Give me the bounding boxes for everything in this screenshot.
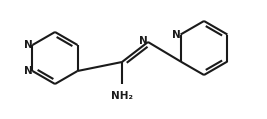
Text: N: N <box>139 36 147 46</box>
Text: N: N <box>24 40 33 50</box>
Text: NH₂: NH₂ <box>111 91 133 101</box>
Text: N: N <box>172 30 181 40</box>
Text: N: N <box>24 66 33 76</box>
